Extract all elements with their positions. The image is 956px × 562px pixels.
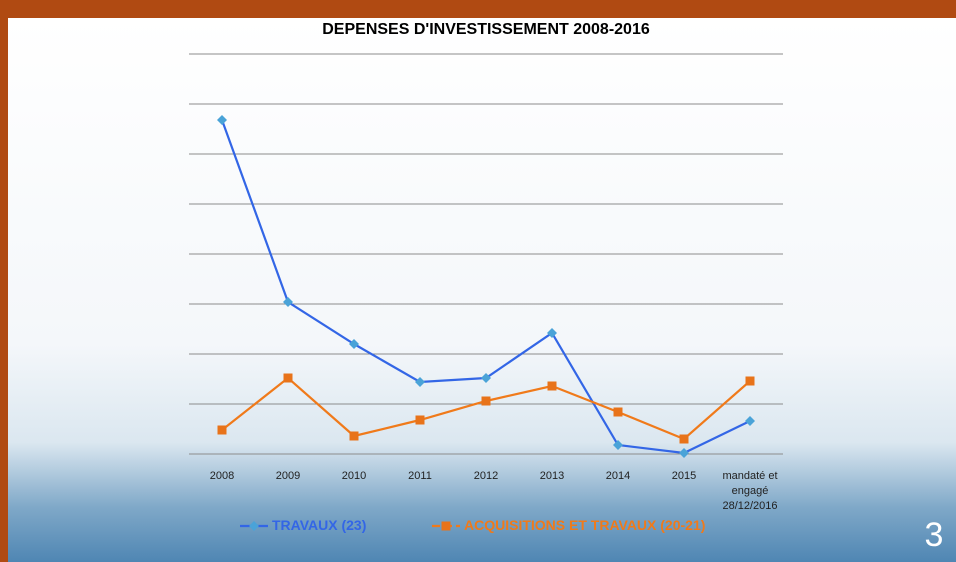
data-point xyxy=(482,397,491,406)
x-tick-label: 2015 xyxy=(648,469,720,484)
data-point xyxy=(217,115,227,125)
data-point xyxy=(746,377,755,386)
x-tick-label: 2014 xyxy=(582,469,654,484)
data-point xyxy=(680,435,689,444)
legend-marker xyxy=(249,521,259,531)
series-line xyxy=(222,378,750,439)
data-point xyxy=(679,448,689,458)
data-point xyxy=(415,377,425,387)
data-point xyxy=(284,374,293,383)
chart-title: DEPENSES D'INVESTISSEMENT 2008-2016 xyxy=(322,21,650,38)
data-point xyxy=(218,426,227,435)
x-tick-label: mandaté et engagé 28/12/2016 xyxy=(714,469,786,514)
x-tick-label: 2012 xyxy=(450,469,522,484)
data-point xyxy=(416,416,425,425)
slide-number: 3 xyxy=(925,516,944,554)
legend-label: ACQUISITIONS ET TRAVAUX (20-21) xyxy=(464,517,705,533)
x-tick-label: 2008 xyxy=(186,469,258,484)
data-point xyxy=(614,408,623,417)
x-tick-label: 2010 xyxy=(318,469,390,484)
x-tick-label: 2011 xyxy=(384,469,456,484)
legend-label: TRAVAUX (23) xyxy=(272,517,366,533)
x-tick-label: 2009 xyxy=(252,469,324,484)
legend-marker xyxy=(442,522,451,531)
data-point xyxy=(613,440,623,450)
x-tick-label: 2013 xyxy=(516,469,588,484)
data-point xyxy=(350,432,359,441)
data-point xyxy=(745,416,755,426)
slide: DEPENSES D'INVESTISSEMENT 2008-2016 3 20… xyxy=(0,0,956,562)
data-point xyxy=(548,382,557,391)
